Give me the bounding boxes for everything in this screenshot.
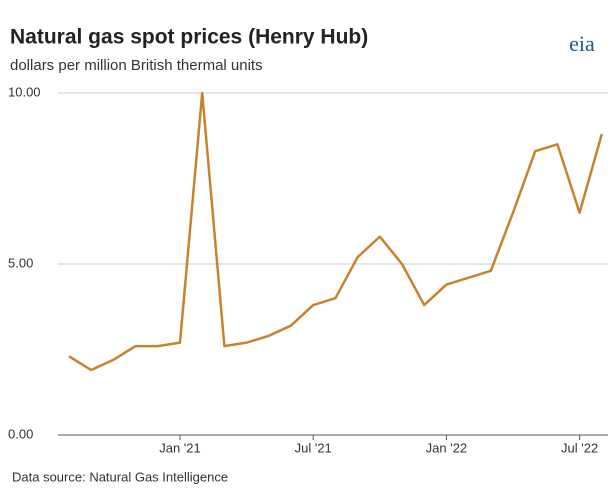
- x-tick-label: Jul '22: [561, 440, 598, 455]
- y-tick-label: 10.00: [8, 84, 41, 99]
- x-tick-label: Jan '21: [159, 440, 201, 455]
- price-line: [68, 91, 604, 372]
- source-note: Data source: Natural Gas Intelligence: [12, 469, 228, 484]
- y-tick-label: 5.00: [8, 255, 33, 270]
- x-tick-label: Jan '22: [426, 440, 468, 455]
- x-tick-label: Jul '21: [295, 440, 332, 455]
- y-tick-label: 0.00: [8, 426, 33, 441]
- chart-title: Natural gas spot prices (Henry Hub): [10, 26, 368, 49]
- chart-subtitle: dollars per million British thermal unit…: [10, 57, 263, 74]
- logo: eia: [569, 31, 595, 56]
